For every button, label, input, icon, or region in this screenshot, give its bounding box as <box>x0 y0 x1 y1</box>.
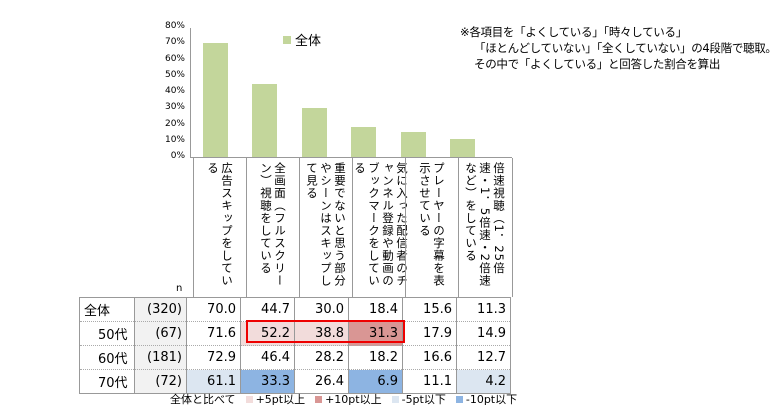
note: ※各項目を「よくしている」「時々している」 「ほとんどしていない」「全くしていな… <box>460 24 777 72</box>
value-cell: 14.9 <box>456 321 511 346</box>
column-header-label: 全画面（フルスクリーン）視聴をしている <box>259 162 287 287</box>
bar <box>252 84 278 157</box>
column-header-label: 重要でないと思う部分やシーンはスキップして見る <box>305 162 347 287</box>
y-tick-label: 40% <box>164 86 185 96</box>
sample-size: (72) <box>134 369 187 394</box>
bar <box>301 108 327 157</box>
color-legend: 全体と比べて +5pt以上 +10pt以上 -5pt以下 -10pt以下 <box>170 391 517 407</box>
value-cell: 15.6 <box>402 297 457 322</box>
legend-title: 全体と比べて <box>170 393 236 406</box>
value-cell: 61.1 <box>186 369 241 394</box>
legend-item: -5pt以下 <box>391 391 446 407</box>
y-tick-label: 60% <box>164 53 185 64</box>
table-row: 70代 (72) 61.1 33.3 26.4 6.9 11.1 4.2 <box>79 369 511 394</box>
y-tick-label: 70% <box>164 37 185 48</box>
y-tick-label: 10% <box>164 134 185 145</box>
bar <box>351 127 377 157</box>
column-header-label: プレーヤーの字幕を表示させている <box>418 162 446 287</box>
value-cell: 12.7 <box>456 345 511 370</box>
legend-label: +5pt以上 <box>255 393 306 406</box>
sample-size: (181) <box>134 345 187 370</box>
value-cell: 33.3 <box>240 369 295 394</box>
column-header: 全画面（フルスクリーン）視聴をしている <box>246 158 299 297</box>
legend-label: +10pt以上 <box>325 393 382 406</box>
value-cell: 26.4 <box>294 369 349 394</box>
column-header-label: 広告スキップをしている <box>206 162 234 287</box>
value-cell: 46.4 <box>240 345 295 370</box>
y-axis <box>190 28 191 158</box>
data-table: 全体 (320) 70.0 44.7 30.0 18.4 15.6 11.3 50代 (67) 71… <box>79 297 511 394</box>
note-line: 「ほとんどしていない」「全くしていない」の4段階で聴取。 <box>474 41 777 55</box>
legend-label: -10pt以下 <box>465 393 518 406</box>
bar <box>203 43 228 157</box>
y-tick-label: 0% <box>170 151 185 161</box>
legend-swatch <box>245 396 253 403</box>
column-header: 気に入った配信者のチャンネル登録や動画のブックマークをしている <box>352 158 409 297</box>
value-cell: 17.9 <box>402 321 457 346</box>
value-cell: 6.9 <box>348 369 403 394</box>
y-tick-label: 80% <box>164 21 185 31</box>
column-header-label: 倍速視聴（1．25倍速・1．5倍速・2倍速など）をしている <box>464 162 506 287</box>
chart-legend: 全体 <box>283 30 321 49</box>
value-cell: 28.2 <box>294 345 349 370</box>
row-label: 50代 <box>79 321 135 346</box>
legend-swatch <box>391 396 399 403</box>
legend-swatch <box>455 396 463 403</box>
table-row: 60代 (181) 72.9 46.4 28.2 18.2 16.6 12.7 <box>79 345 511 370</box>
value-cell: 4.2 <box>456 369 511 394</box>
value-cell: 11.3 <box>456 297 511 322</box>
legend-label: 全体 <box>295 34 322 49</box>
n-header: n <box>176 283 183 294</box>
legend-item: -10pt以下 <box>455 391 518 407</box>
legend-label: -5pt以下 <box>401 393 446 406</box>
value-cell: 70.0 <box>186 297 241 322</box>
note-line: その中で「よくしている」と回答した割合を算出 <box>474 57 721 71</box>
column-header-label: 気に入った配信者のチャンネル登録や動画のブックマークをしている <box>353 162 409 287</box>
y-tick-label: 30% <box>164 102 185 113</box>
bar <box>450 138 475 157</box>
bar <box>400 131 426 157</box>
table-row: 全体 (320) 70.0 44.7 30.0 18.4 15.6 11.3 <box>79 297 511 322</box>
y-tick-label: 20% <box>164 118 185 129</box>
value-cell: 44.7 <box>240 297 295 322</box>
sample-size: (320) <box>134 297 187 322</box>
note-line: ※各項目を「よくしている」「時々している」 <box>460 25 687 39</box>
column-header: 広告スキップをしている <box>193 158 246 297</box>
column-header: 倍速視聴（1．25倍速・1．5倍速・2倍速など）をしている <box>458 158 511 297</box>
value-cell: 30.0 <box>294 297 349 322</box>
highlight-box <box>246 320 405 343</box>
value-cell: 11.1 <box>402 369 457 394</box>
legend-swatch <box>315 396 323 403</box>
column-header: プレーヤーの字幕を表示させている <box>405 158 458 297</box>
value-cell: 18.4 <box>348 297 403 322</box>
row-label: 70代 <box>79 369 135 394</box>
legend-item: +5pt以上 <box>245 391 306 407</box>
legend-swatch <box>283 35 291 44</box>
row-label: 全体 <box>79 297 135 322</box>
value-cell: 71.6 <box>186 321 241 346</box>
row-label: 60代 <box>79 345 135 370</box>
value-cell: 72.9 <box>186 345 241 370</box>
sample-size: (67) <box>134 321 187 346</box>
column-header: 重要でないと思う部分やシーンはスキップして見る <box>299 158 352 297</box>
legend-item: +10pt以上 <box>315 391 382 407</box>
value-cell: 16.6 <box>402 345 457 370</box>
x-axis <box>190 157 512 158</box>
y-tick-label: 50% <box>164 69 185 80</box>
value-cell: 18.2 <box>348 345 403 370</box>
table-right-border <box>512 158 513 297</box>
